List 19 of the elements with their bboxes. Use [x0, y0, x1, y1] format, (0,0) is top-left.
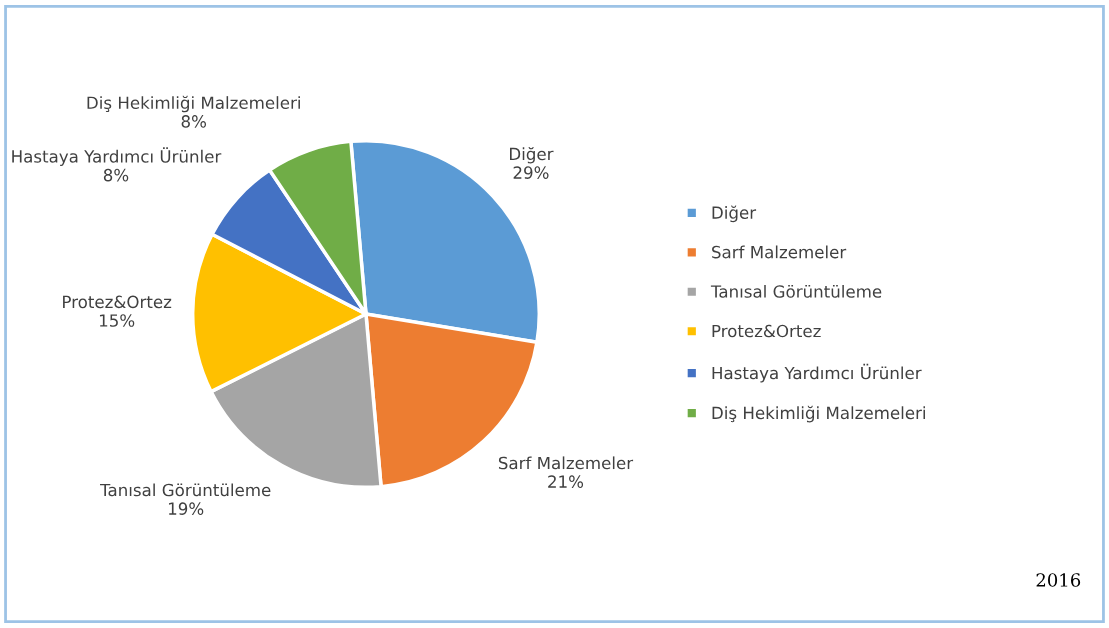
- slice-label: Diğer: [510, 146, 554, 164]
- text: 2016: [1036, 573, 1081, 587]
- legend-label: Protez&Ortez: [712, 324, 821, 338]
- data-label: 19%: [168, 502, 204, 515]
- slice-label: Hastaya Yardımcı Ürünler: [12, 147, 222, 166]
- data-label: 21%: [548, 475, 584, 488]
- data-label: 8%: [181, 115, 207, 128]
- legend-label: Hastaya Yardımcı Ürünler: [712, 363, 922, 383]
- slice-label: Tanısal Görüntüleme: [100, 483, 271, 497]
- legend-label: Diğer: [712, 205, 757, 223]
- data-label: 8%: [103, 168, 129, 182]
- data-label: 15%: [99, 314, 135, 327]
- legend-label: Diş Hekimliği Malzemeleri: [712, 405, 925, 423]
- data-label: 29%: [513, 166, 549, 179]
- slice-label: Sarf Malzemeler: [498, 456, 634, 470]
- slice-label: Diş Hekimliği Malzemeleri: [87, 95, 300, 113]
- legend-label: Tanısal Görüntüleme: [710, 284, 882, 298]
- slice-label: Protez&Ortez: [63, 295, 172, 309]
- legend-label: Sarf Malzemeler: [712, 245, 847, 259]
